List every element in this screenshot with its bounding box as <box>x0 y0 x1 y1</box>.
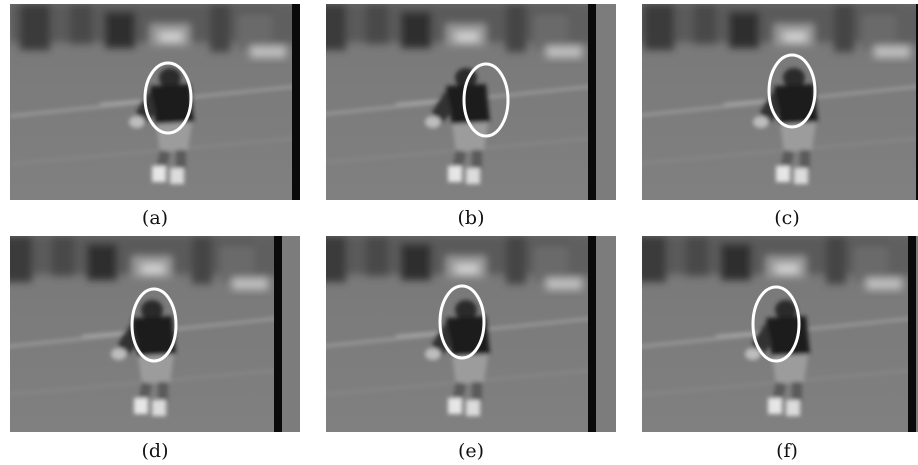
caption-d: (d) <box>141 440 169 462</box>
caption-e: (e) <box>457 440 485 462</box>
tracking-ellipse-b <box>462 62 510 138</box>
caption-f: (f) <box>776 440 798 462</box>
tracking-ellipse-e <box>438 284 486 360</box>
frame-image-a <box>10 4 300 200</box>
tracking-ellipse-d <box>130 287 178 363</box>
caption-a: (a) <box>141 207 169 229</box>
frame-image-f <box>642 236 918 432</box>
frame-image-b <box>326 4 616 200</box>
tracking-ellipse-a <box>143 61 193 135</box>
caption-c: (c) <box>774 207 800 229</box>
caption-b: (b) <box>457 207 485 229</box>
frame-image-e <box>326 236 616 432</box>
frame-image-d <box>10 236 300 432</box>
frame-image-c <box>642 4 918 200</box>
tracking-ellipse-f <box>751 285 801 363</box>
tracking-ellipse-c <box>767 53 817 129</box>
